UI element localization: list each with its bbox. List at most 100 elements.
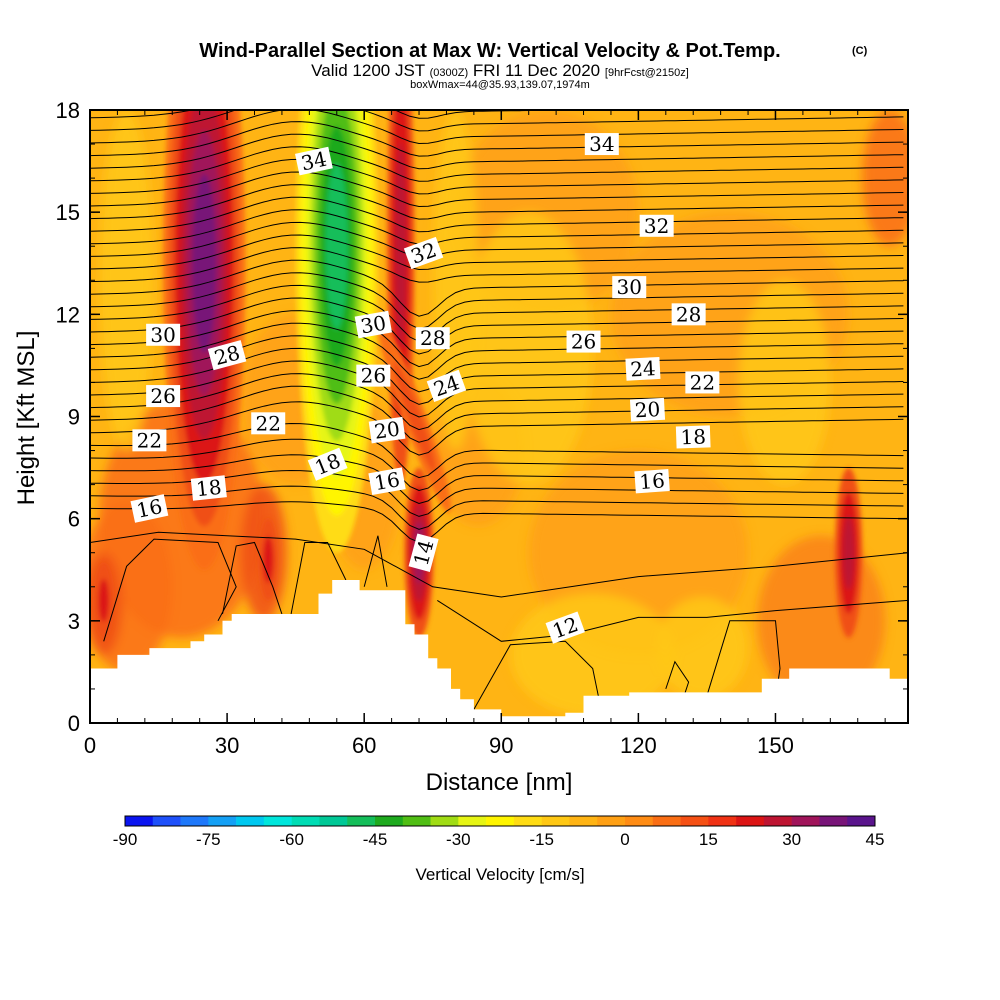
colorbar-swatch [625, 816, 654, 826]
valid-prefix: Valid 1200 JST [311, 61, 425, 80]
contour-label-text: 26 [361, 364, 386, 388]
copyright-mark: (C) [852, 45, 868, 57]
valid-time-line: Valid 1200 JST (0300Z) FRI 11 Dec 2020 [… [311, 61, 689, 80]
theta-contour [90, 184, 904, 220]
x-tick-label: 60 [352, 733, 376, 758]
contour-label-text: 22 [255, 411, 280, 435]
contour-label-text: 20 [373, 416, 402, 443]
colorbar-tick-label: -60 [279, 830, 304, 849]
colorbar-label: Vertical Velocity [cm/s] [415, 865, 584, 884]
colorbar-tick-label: 15 [699, 830, 718, 849]
theta-contour [90, 110, 904, 132]
theta-contour [90, 469, 904, 517]
x-axis-label: Distance [nm] [426, 769, 573, 796]
colorbar-swatch [458, 816, 487, 826]
contour-label: 22 [132, 428, 167, 452]
contour-label: 28 [671, 302, 706, 326]
colorbar-swatch [375, 816, 404, 826]
colorbar-tick-label: 45 [866, 830, 885, 849]
colorbar-swatch [347, 816, 376, 826]
contour-label: 26 [566, 330, 601, 354]
contour-label: 28 [415, 326, 450, 350]
contour-label-text: 34 [589, 132, 614, 156]
colorbar-tick-label: -30 [446, 830, 471, 849]
forecast-tag: [9hrFcst@2150z] [605, 67, 689, 79]
contour-label-text: 16 [134, 494, 164, 523]
theta-contour [90, 247, 904, 283]
colorbar-swatch [652, 816, 681, 826]
contour-label-text: 20 [634, 397, 661, 422]
colorbar-swatch [513, 816, 542, 826]
theta-contour [665, 660, 690, 696]
contour-label-text: 28 [420, 326, 445, 350]
theta-contour [90, 385, 904, 443]
contour-label-text: 32 [644, 214, 669, 238]
contour-label: 18 [190, 475, 227, 501]
terrain [90, 580, 908, 723]
colorbar-swatch [819, 816, 848, 826]
theta-contour [90, 133, 904, 170]
y-tick-label: 3 [68, 609, 80, 634]
x-tick-label: 0 [84, 733, 96, 758]
theta-contour [90, 110, 904, 145]
contour-label-text: 28 [676, 302, 701, 326]
x-tick-label: 120 [620, 733, 657, 758]
theta-contour [90, 284, 904, 342]
contour-label: 34 [584, 132, 619, 156]
contour-label: 16 [634, 468, 670, 494]
theta-contour [363, 535, 388, 587]
colorbar-swatch [236, 816, 265, 826]
theta-contour [90, 422, 904, 479]
contour-label-text: 26 [571, 330, 596, 354]
colorbar-swatch [291, 816, 320, 826]
contour-label-text: 30 [359, 311, 388, 339]
contour-label: 20 [368, 416, 406, 444]
colorbar-swatch [708, 816, 737, 826]
theta-contour [90, 158, 904, 195]
colorbar-tick-label: -15 [529, 830, 554, 849]
contour-label: 32 [639, 214, 674, 238]
x-tick-label: 30 [215, 733, 239, 758]
theta-contour [222, 541, 283, 615]
colorbar-swatch [486, 816, 515, 826]
valid-date: FRI 11 Dec 2020 [473, 61, 600, 80]
contour-label: 22 [685, 370, 720, 394]
contour-label-text: 22 [690, 370, 715, 394]
theta-contour [90, 438, 904, 492]
colorbar-swatch [180, 816, 209, 826]
theta-contour [90, 121, 904, 157]
colorbar-swatch [847, 816, 876, 826]
theta-contour [90, 322, 904, 380]
y-tick-label: 0 [68, 711, 80, 736]
contour-label-text: 16 [372, 467, 401, 495]
colorbar-swatch [763, 816, 792, 826]
colorbar-swatch [402, 816, 431, 826]
y-tick-label: 18 [56, 98, 80, 123]
contour-label: 16 [130, 494, 169, 523]
contour-label-text: 30 [617, 275, 642, 299]
y-tick-label: 9 [68, 405, 80, 430]
contour-label: 26 [146, 384, 181, 408]
colorbar-swatch [263, 816, 292, 826]
y-tick-label: 6 [68, 507, 80, 532]
contour-label: 16 [368, 467, 406, 495]
chart-title: Wind-Parallel Section at Max W: Vertical… [199, 40, 780, 62]
colorbar-swatch [569, 816, 598, 826]
theta-contour [90, 171, 904, 208]
colorbar-tick-label: 0 [620, 830, 629, 849]
colorbar-swatch [680, 816, 709, 826]
box-info: boxWmax=44@35.93,139.07,1974m [410, 79, 590, 91]
theta-contour [90, 531, 908, 598]
contour-label-text: 30 [150, 323, 175, 347]
y-tick-label: 15 [56, 200, 80, 225]
axis-ticks: 0 30 60 90 120 150 0 3 6 9 12 15 18 [56, 98, 908, 758]
x-tick-label: 150 [757, 733, 794, 758]
y-tick-label: 12 [56, 302, 80, 327]
colorbar-tick-label: -90 [113, 830, 138, 849]
theta-contour [90, 272, 904, 330]
x-tick-label: 90 [489, 733, 513, 758]
theta-contour [290, 542, 347, 615]
colorbar-frame [124, 815, 876, 827]
valid-utc: (0300Z) [430, 67, 469, 79]
